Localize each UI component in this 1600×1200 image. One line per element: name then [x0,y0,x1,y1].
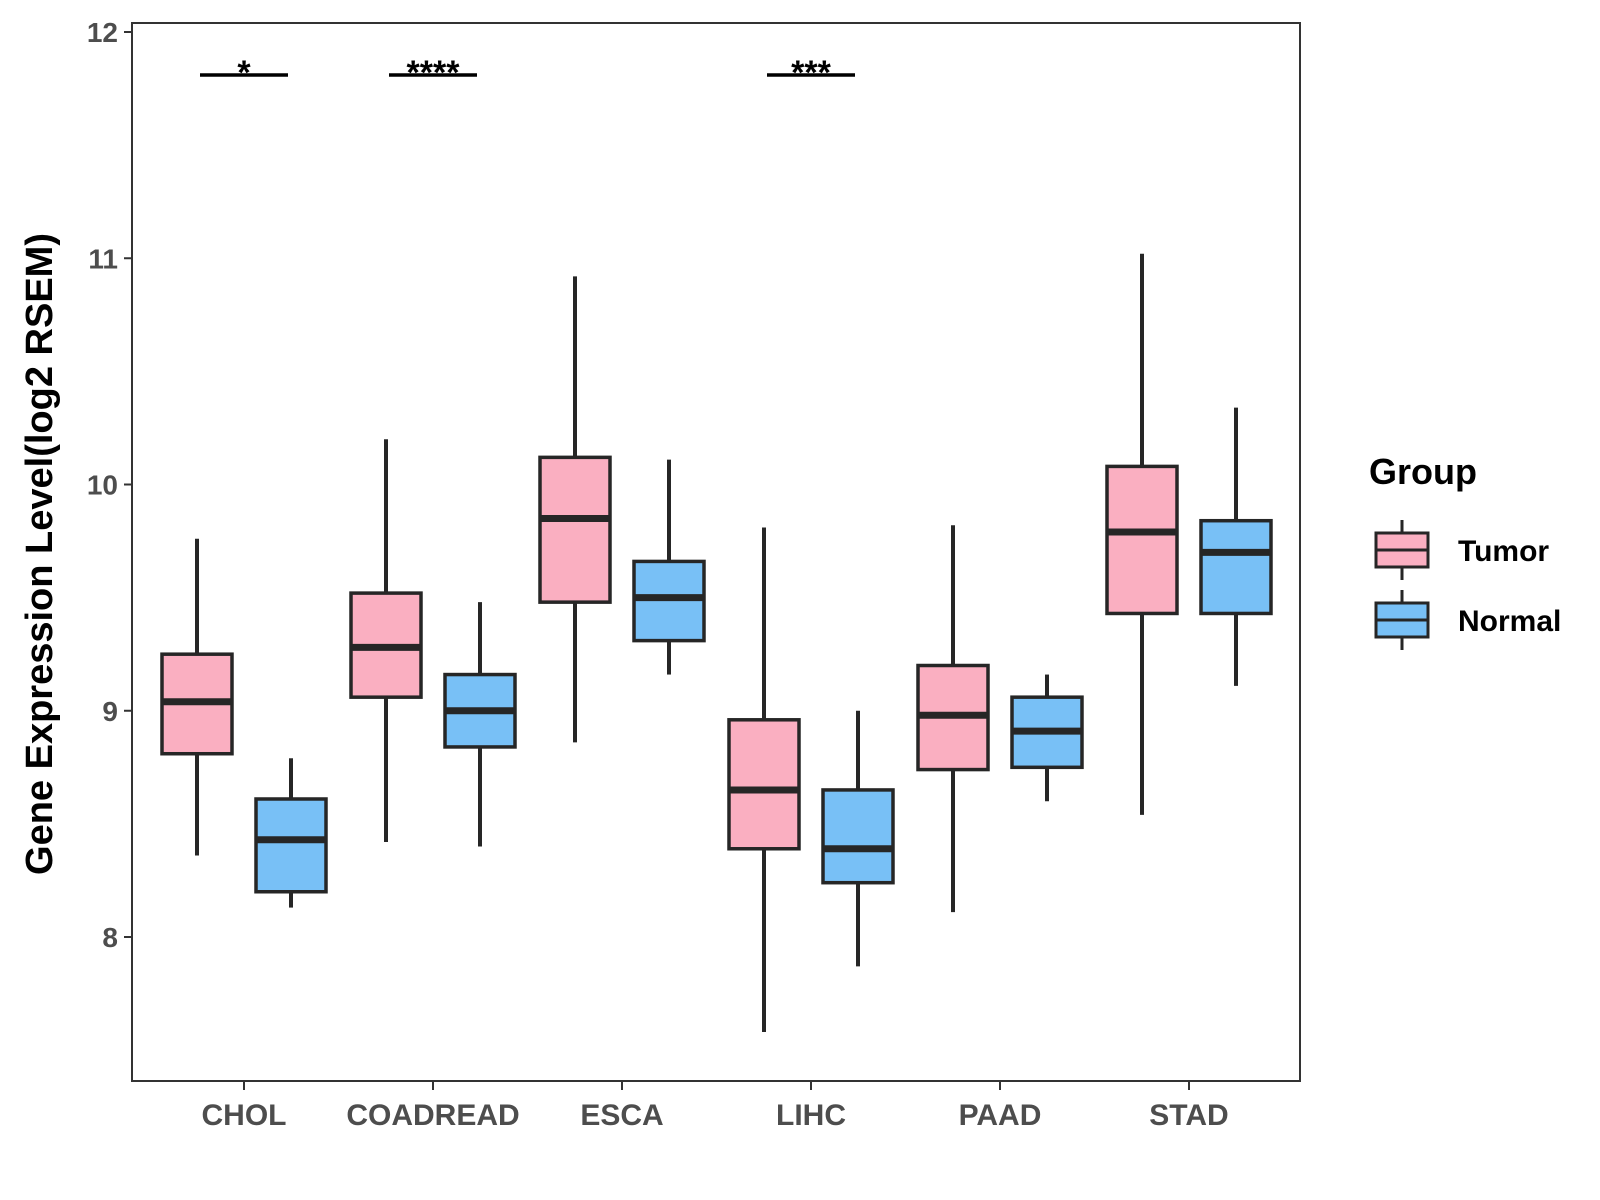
box-chol-normal [254,758,328,908]
legend-item-normal: Normal [1374,590,1561,650]
box-coadread-normal [443,602,517,847]
legend-label: Normal [1458,605,1561,638]
x-tick-label: LIHC [776,1099,846,1132]
box-stad-tumor [1105,253,1179,815]
box-stad-normal [1199,407,1273,686]
significance-chol: * [200,54,288,92]
iqr-box [821,788,895,885]
box-paad-normal [1010,674,1084,802]
box-esca-tumor [538,276,612,743]
iqr-box [1199,518,1273,616]
series-tumor [160,253,1179,1033]
box-paad-tumor [916,525,990,913]
iqr-box [538,455,612,604]
legend-title: Group [1369,451,1477,492]
significance-label: * [237,54,251,92]
iqr-box [1105,464,1179,616]
significance-annotations: * **** *** [200,54,855,92]
series-normal [254,407,1273,967]
iqr-box [254,797,328,894]
y-tick-label: 12 [87,17,118,48]
significance-label: *** [791,54,831,92]
iqr-box [727,718,801,851]
box-esca-normal [632,459,706,675]
significance-lihc: *** [767,54,855,92]
y-axis-title: Gene Expression Level(log2 RSEM) [19,233,61,875]
y-axis: 8 9 10 11 12 [87,17,132,953]
plot-panel [131,22,1301,1082]
box-series-group [160,253,1273,1033]
x-tick-label: CHOL [202,1099,287,1132]
plot-panel-border [131,22,1301,1082]
significance-coadread: **** [389,54,477,92]
legend-label: Tumor [1458,535,1549,568]
box-chol-tumor [160,538,234,856]
box-lihc-normal [821,710,895,967]
x-tick-label: ESCA [580,1099,663,1132]
box-lihc-tumor [727,527,801,1033]
y-tick-label: 9 [102,696,118,727]
x-tick-label: COADREAD [346,1099,519,1132]
legend-item-tumor: Tumor [1374,520,1549,580]
legend: Group Tumor Normal [1369,451,1561,650]
x-tick-label: PAAD [959,1099,1042,1132]
x-axis: CHOL COADREAD ESCA LIHC PAAD STAD [202,1081,1229,1132]
y-tick-label: 11 [88,243,118,274]
y-tick-label: 10 [87,470,118,501]
x-tick-label: STAD [1149,1099,1228,1132]
y-tick-label: 8 [102,922,118,953]
box-coadread-tumor [349,439,423,842]
significance-label: **** [407,54,461,92]
